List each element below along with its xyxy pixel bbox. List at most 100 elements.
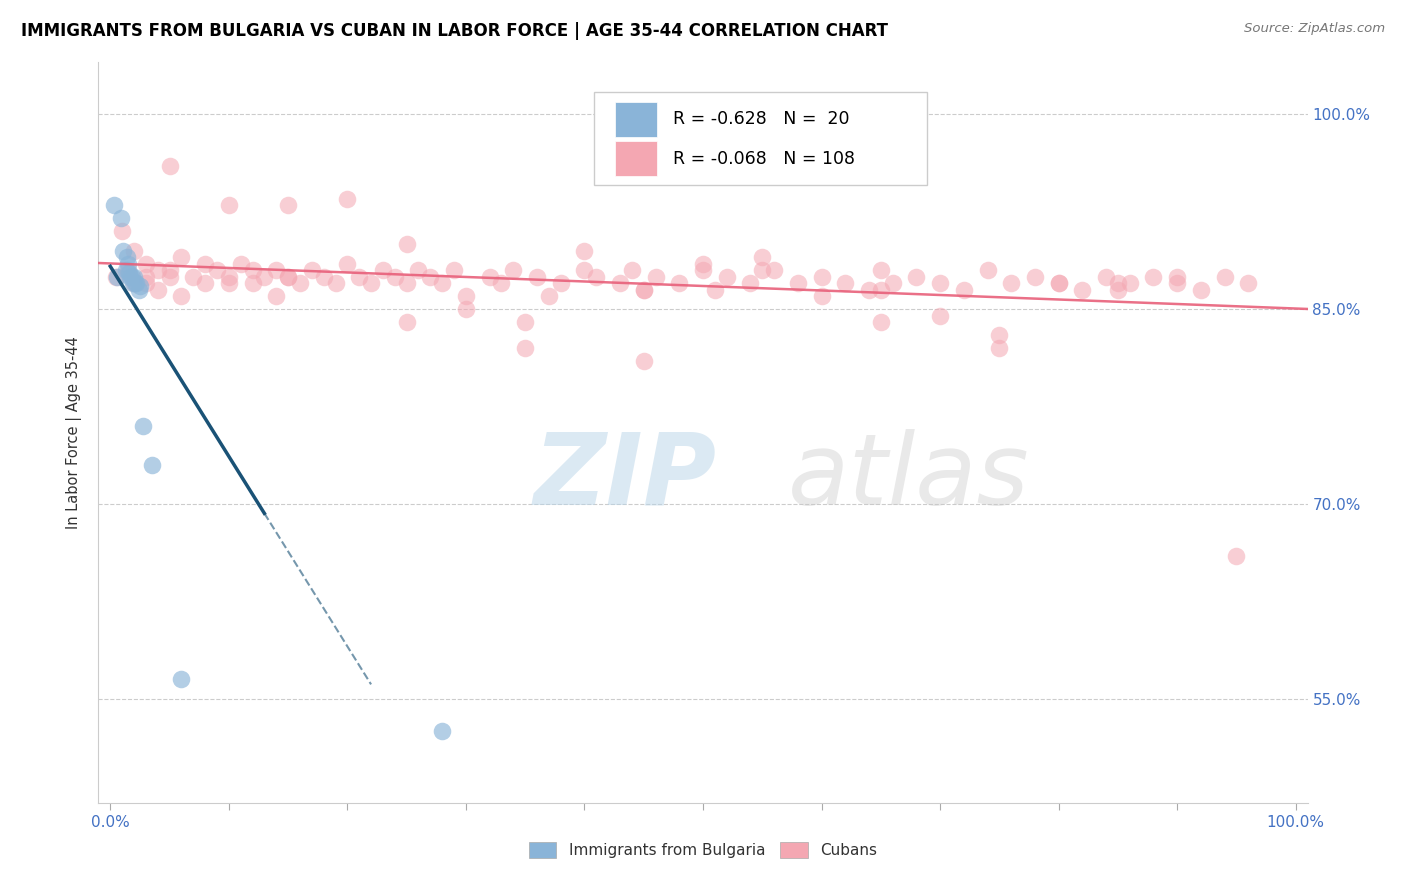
- Point: [1237, 277, 1260, 291]
- Point: [159, 269, 181, 284]
- Point: [277, 269, 299, 284]
- Point: [1024, 269, 1046, 284]
- Point: [515, 341, 537, 355]
- Point: [609, 277, 631, 291]
- Point: [633, 354, 655, 368]
- Point: [432, 277, 454, 291]
- Point: [128, 283, 150, 297]
- Point: [194, 257, 217, 271]
- Point: [105, 269, 128, 284]
- Point: [135, 257, 157, 271]
- Point: [229, 257, 252, 271]
- Point: [264, 289, 287, 303]
- Point: [1071, 283, 1094, 297]
- Point: [124, 277, 146, 291]
- Point: [395, 277, 418, 291]
- Point: [905, 269, 928, 284]
- Point: [786, 277, 808, 291]
- Point: [692, 263, 714, 277]
- Point: [347, 269, 370, 284]
- Point: [810, 269, 832, 284]
- Bar: [614, 141, 657, 177]
- Point: [419, 269, 441, 284]
- Point: [929, 277, 952, 291]
- Point: [763, 263, 786, 277]
- Point: [110, 211, 132, 226]
- Point: [882, 277, 904, 291]
- FancyBboxPatch shape: [595, 92, 927, 185]
- Point: [692, 257, 714, 271]
- Point: [114, 263, 136, 277]
- Point: [988, 328, 1011, 343]
- Point: [146, 263, 169, 277]
- Point: [277, 269, 299, 284]
- Point: [869, 315, 891, 329]
- Point: [141, 458, 163, 472]
- Point: [408, 263, 430, 277]
- Text: R = -0.628   N =  20: R = -0.628 N = 20: [672, 111, 849, 128]
- Point: [129, 278, 152, 293]
- Point: [454, 302, 477, 317]
- Point: [117, 257, 139, 271]
- Point: [146, 283, 169, 297]
- Point: [858, 283, 880, 297]
- Point: [502, 263, 524, 277]
- Point: [716, 269, 738, 284]
- Point: [491, 277, 513, 291]
- Point: [478, 269, 501, 284]
- Point: [740, 277, 762, 291]
- Point: [122, 277, 145, 291]
- Point: [117, 263, 139, 277]
- Point: [122, 269, 145, 284]
- Point: [118, 266, 141, 280]
- Point: [111, 224, 134, 238]
- Point: [159, 159, 181, 173]
- Point: [574, 263, 596, 277]
- Point: [336, 257, 359, 271]
- Point: [135, 277, 157, 291]
- Point: [644, 269, 666, 284]
- Point: [1047, 277, 1070, 291]
- Point: [1047, 277, 1070, 291]
- Point: [159, 263, 181, 277]
- Point: [181, 269, 204, 284]
- Legend: Immigrants from Bulgaria, Cubans: Immigrants from Bulgaria, Cubans: [529, 842, 877, 858]
- Text: IMMIGRANTS FROM BULGARIA VS CUBAN IN LABOR FORCE | AGE 35-44 CORRELATION CHART: IMMIGRANTS FROM BULGARIA VS CUBAN IN LAB…: [21, 22, 889, 40]
- Point: [395, 237, 418, 252]
- Point: [312, 269, 335, 284]
- Point: [336, 192, 359, 206]
- Point: [253, 269, 276, 284]
- Point: [526, 269, 548, 284]
- Point: [988, 341, 1011, 355]
- Point: [751, 263, 773, 277]
- Text: Source: ZipAtlas.com: Source: ZipAtlas.com: [1244, 22, 1385, 36]
- Point: [205, 263, 228, 277]
- Point: [952, 283, 974, 297]
- Point: [170, 289, 193, 303]
- Bar: [614, 102, 657, 137]
- Point: [1166, 269, 1188, 284]
- Point: [135, 269, 157, 284]
- Point: [1000, 277, 1022, 291]
- Text: atlas: atlas: [787, 428, 1029, 525]
- Point: [1213, 269, 1236, 284]
- Point: [121, 277, 143, 291]
- Point: [277, 198, 299, 212]
- Point: [121, 269, 143, 284]
- Point: [454, 289, 477, 303]
- Point: [810, 289, 832, 303]
- Point: [1166, 277, 1188, 291]
- Point: [1107, 283, 1129, 297]
- Point: [170, 673, 193, 687]
- Point: [515, 315, 537, 329]
- Point: [360, 277, 382, 291]
- Point: [1225, 549, 1247, 563]
- Point: [976, 263, 998, 277]
- Point: [301, 263, 323, 277]
- Point: [325, 277, 347, 291]
- Point: [432, 724, 454, 739]
- Point: [1107, 277, 1129, 291]
- Point: [1119, 277, 1142, 291]
- Point: [112, 244, 135, 258]
- Point: [105, 269, 128, 284]
